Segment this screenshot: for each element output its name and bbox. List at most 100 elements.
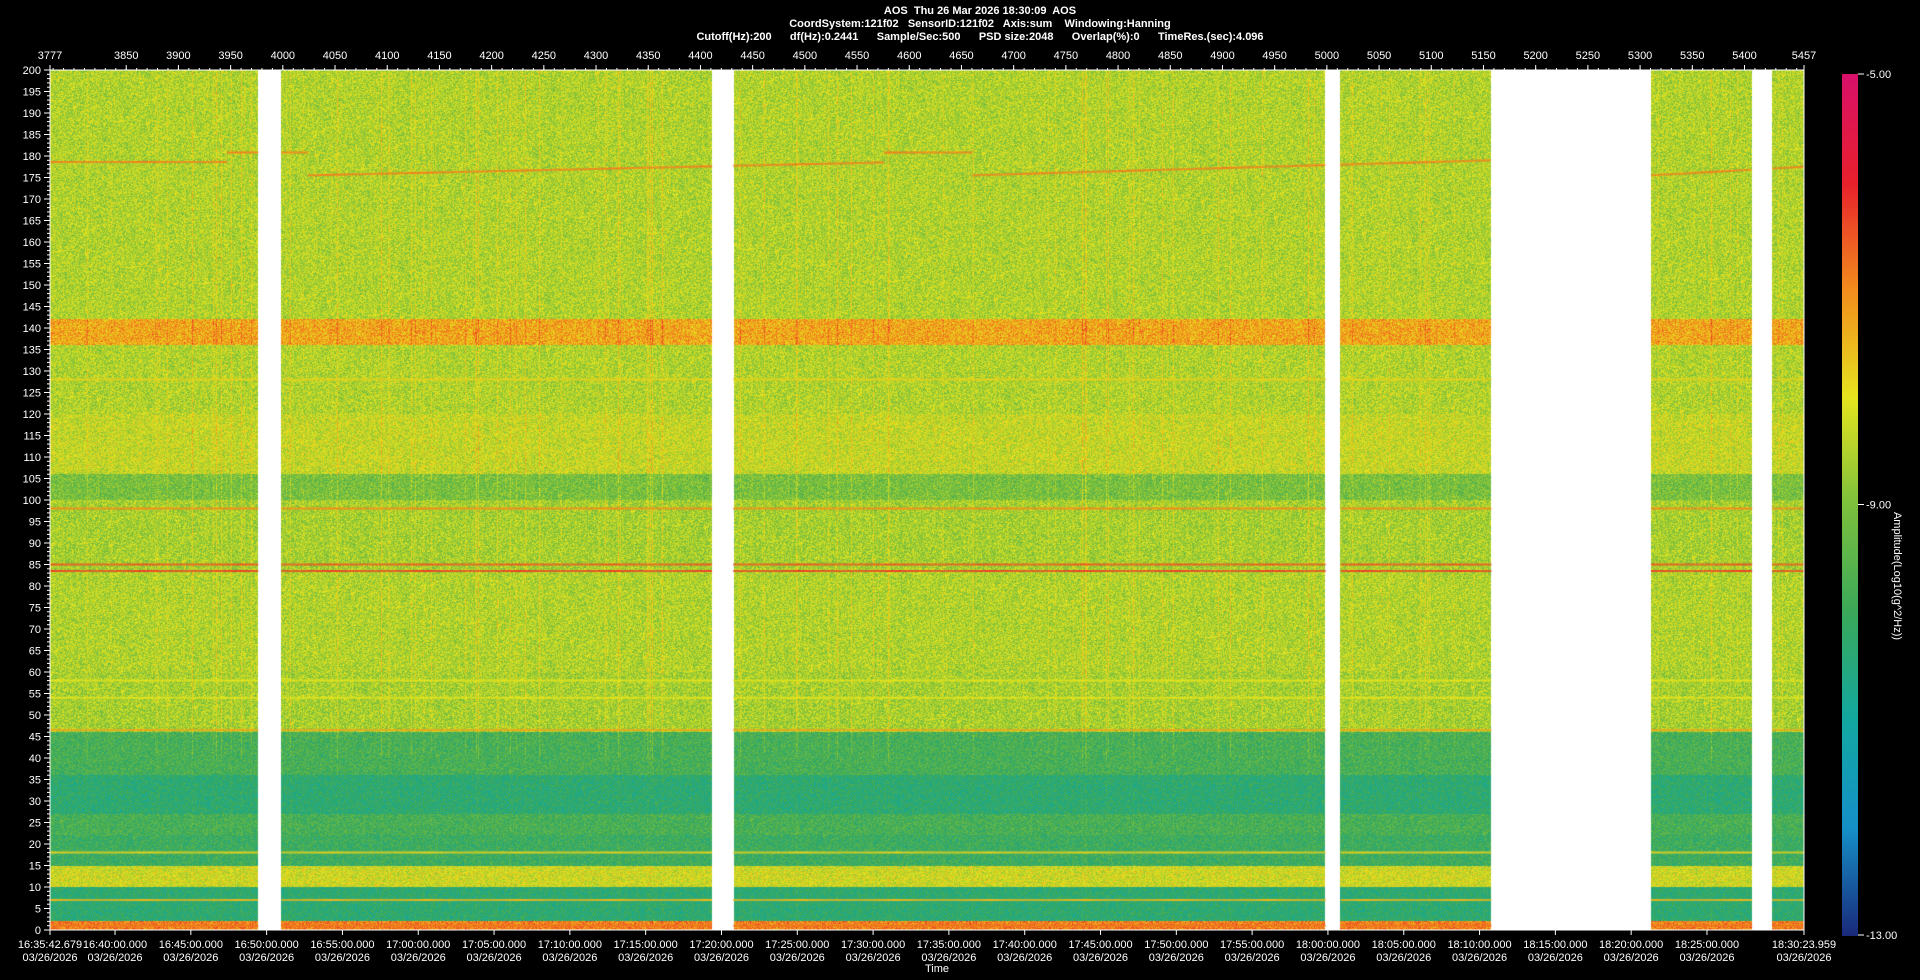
time-tick-label: 18:30:23.959 [1772,939,1836,951]
y-tick-label: 50 [29,710,41,722]
colorbar-tick-label: -5.00 [1866,69,1891,81]
spectrogram-heatmap [50,70,1804,930]
y-tick-label: 125 [23,388,41,400]
y-tick-label: 95 [29,517,41,529]
top-tick-label: 4750 [1054,50,1078,62]
top-tick-label: 4100 [375,50,399,62]
date-tick-label: 03/26/2026 [1528,952,1583,964]
time-tick-label: 16:35:42.679 [18,939,82,951]
y-tick-label: 150 [23,280,41,292]
time-tick-label: 18:00:00.000 [1296,939,1360,951]
y-tick-label: 145 [23,302,41,314]
y-tick-label: 200 [23,65,41,77]
top-tick-label: 5350 [1680,50,1704,62]
time-tick-label: 17:25:00.000 [765,939,829,951]
top-tick-label: 4950 [1262,50,1286,62]
date-tick-label: 03/26/2026 [239,952,294,964]
top-tick-label: 3900 [166,50,190,62]
y-tick-label: 130 [23,366,41,378]
top-tick-label: 4200 [479,50,503,62]
chart-subtitle-params: Cutoff(Hz):200 df(Hz):0.2441 Sample/Sec:… [696,31,1264,43]
date-tick-label: 03/26/2026 [542,952,597,964]
date-tick-label: 03/26/2026 [1149,952,1204,964]
time-tick-label: 16:50:00.000 [235,939,299,951]
y-tick-label: 100 [23,495,41,507]
top-tick-label: 4850 [1158,50,1182,62]
y-tick-label: 120 [23,409,41,421]
date-tick-label: 03/26/2026 [1604,952,1659,964]
time-tick-label: 17:35:00.000 [917,939,981,951]
top-tick-label: 4050 [323,50,347,62]
time-tick-label: 18:05:00.000 [1372,939,1436,951]
date-tick-label: 03/26/2026 [315,952,370,964]
y-tick-label: 185 [23,130,41,142]
colorbar-label: Amplitude(Log10(g^2/Hz)) [1891,511,1903,641]
top-tick-label: 5200 [1523,50,1547,62]
date-tick-label: 03/26/2026 [22,952,77,964]
y-tick-label: 140 [23,323,41,335]
top-tick-label: 5250 [1576,50,1600,62]
top-tick-label: 5100 [1419,50,1443,62]
time-tick-label: 17:45:00.000 [1068,939,1132,951]
colorbar [1842,74,1858,936]
colorbar-tick-label: -13.00 [1866,930,1897,942]
top-tick-label: 4600 [897,50,921,62]
y-tick-label: 135 [23,345,41,357]
date-tick-label: 03/26/2026 [1452,952,1507,964]
top-tick-label: 4400 [688,50,712,62]
y-tick-label: 195 [23,87,41,99]
top-tick-label: 3850 [114,50,138,62]
date-tick-label: 03/26/2026 [770,952,825,964]
top-tick-label: 4700 [1001,50,1025,62]
chart-subtitle-coords: CoordSystem:121f02 SensorID:121f02 Axis:… [789,18,1171,30]
y-tick-label: 175 [23,173,41,185]
top-tick-label: 4000 [271,50,295,62]
y-tick-label: 180 [23,151,41,163]
y-tick-label: 170 [23,194,41,206]
y-tick-label: 25 [29,818,41,830]
y-tick-label: 75 [29,603,41,615]
top-tick-label: 4550 [845,50,869,62]
date-tick-label: 03/26/2026 [1225,952,1280,964]
top-tick-label: 4450 [740,50,764,62]
date-tick-label: 03/26/2026 [997,952,1052,964]
y-tick-label: 20 [29,839,41,851]
time-tick-label: 18:20:00.000 [1599,939,1663,951]
date-tick-label: 03/26/2026 [1679,952,1734,964]
y-tick-label: 30 [29,796,41,808]
date-tick-label: 03/26/2026 [467,952,522,964]
date-tick-label: 03/26/2026 [1776,952,1831,964]
time-tick-label: 16:45:00.000 [159,939,223,951]
top-tick-label: 3950 [218,50,242,62]
time-tick-label: 17:05:00.000 [462,939,526,951]
top-tick-label: 4650 [949,50,973,62]
date-tick-label: 03/26/2026 [1300,952,1355,964]
time-tick-label: 18:25:00.000 [1675,939,1739,951]
chart-title: AOS Thu 26 Mar 2026 18:30:09 AOS [883,5,1077,17]
colorbar-tick-label: -9.00 [1866,500,1891,512]
time-tick-label: 17:15:00.000 [614,939,678,951]
y-tick-label: 155 [23,259,41,271]
top-tick-label: 5050 [1367,50,1391,62]
date-tick-label: 03/26/2026 [694,952,749,964]
top-tick-label: 5457 [1792,50,1816,62]
time-tick-label: 17:00:00.000 [386,939,450,951]
date-tick-label: 03/26/2026 [1376,952,1431,964]
y-tick-label: 5 [35,904,41,916]
top-tick-label: 4900 [1210,50,1234,62]
y-tick-label: 60 [29,667,41,679]
x-axis-label: Time [925,963,950,975]
time-tick-label: 17:50:00.000 [1144,939,1208,951]
y-tick-label: 80 [29,581,41,593]
y-tick-label: 190 [23,108,41,120]
top-tick-label: 4150 [427,50,451,62]
y-tick-label: 85 [29,560,41,572]
y-tick-label: 45 [29,732,41,744]
y-tick-label: 105 [23,474,41,486]
y-tick-label: 165 [23,216,41,228]
y-tick-label: 70 [29,624,41,636]
time-tick-label: 18:15:00.000 [1523,939,1587,951]
y-tick-label: 35 [29,775,41,787]
date-tick-label: 03/26/2026 [846,952,901,964]
spectrogram-plot-area[interactable] [50,70,1804,930]
